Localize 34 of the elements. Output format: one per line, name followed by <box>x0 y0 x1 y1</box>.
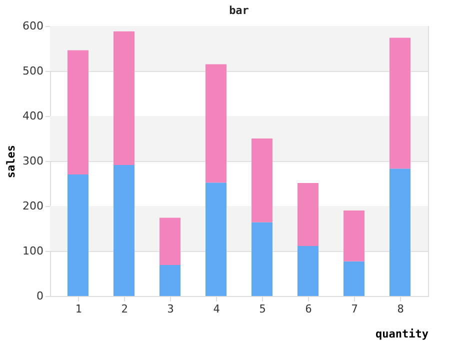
x-tick-label: 3 <box>167 302 174 316</box>
x-tick-label: 2 <box>121 302 128 316</box>
bar <box>68 174 88 296</box>
x-tick-label: 7 <box>351 302 358 316</box>
y-tick-label: 400 <box>22 110 44 122</box>
x-tick-label: 5 <box>259 302 266 316</box>
y-tick-label: 0 <box>36 290 44 302</box>
bar <box>390 38 410 169</box>
bar <box>344 261 364 296</box>
bar <box>68 50 88 174</box>
bar <box>252 222 272 296</box>
x-tick-label: 6 <box>305 302 312 316</box>
y-tick-label: 500 <box>22 64 44 78</box>
bar <box>206 64 226 183</box>
y-tick-label: 600 <box>22 20 44 32</box>
bar <box>252 138 272 222</box>
y-tick-label: 300 <box>22 154 44 168</box>
bar <box>114 165 134 296</box>
x-tick-label: 8 <box>397 302 404 316</box>
x-axis-title: quantity <box>376 328 429 340</box>
bar <box>344 210 364 262</box>
bar <box>298 246 318 296</box>
bar <box>390 168 410 296</box>
bar <box>160 218 180 265</box>
y-tick-label: 100 <box>22 244 44 258</box>
y-axis-title: sales <box>4 144 18 178</box>
x-tick-label: 4 <box>213 302 220 316</box>
bar <box>206 182 226 296</box>
bar <box>298 183 318 246</box>
chart-title: bar <box>229 4 250 17</box>
bar <box>114 31 134 166</box>
bar <box>160 264 180 296</box>
y-tick-label: 200 <box>22 200 44 212</box>
x-tick-label: 1 <box>75 302 82 316</box>
